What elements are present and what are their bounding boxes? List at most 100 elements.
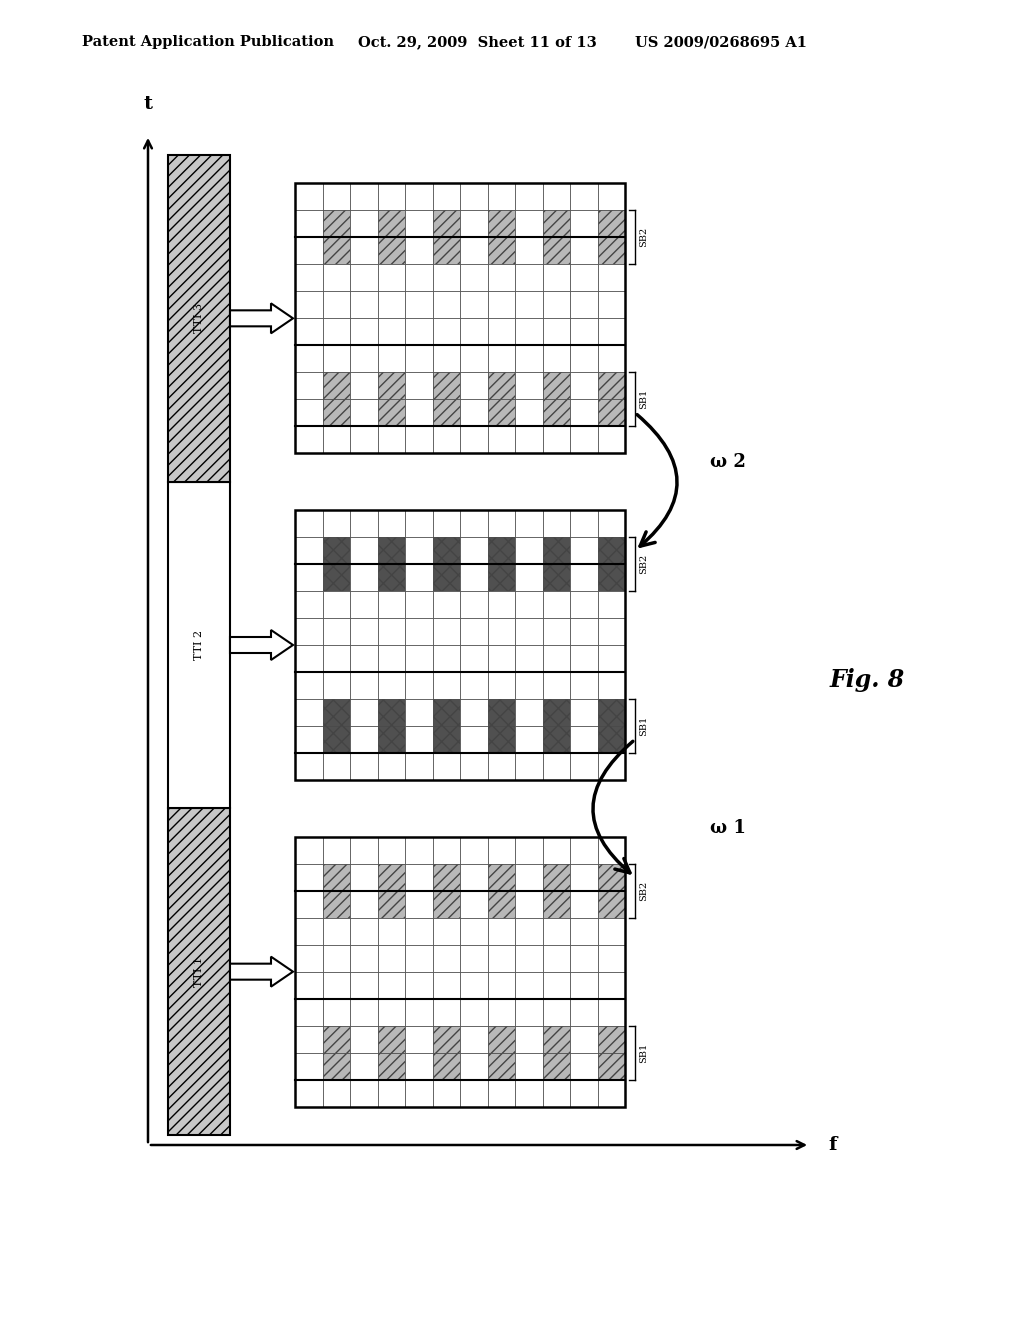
Bar [432,863,460,891]
Bar [432,645,460,672]
Text: Oct. 29, 2009  Sheet 11 of 13: Oct. 29, 2009 Sheet 11 of 13 [358,36,597,49]
Text: ω 1: ω 1 [710,820,745,837]
Bar [460,400,487,426]
Bar [460,891,487,917]
Bar [295,945,323,972]
Bar [406,372,432,400]
Bar [295,972,323,999]
Bar [378,564,406,591]
Bar [570,591,597,618]
Bar [323,999,350,1026]
Bar [515,564,543,591]
Bar [570,292,597,318]
Bar [350,972,378,999]
Text: SB2: SB2 [639,554,648,574]
Bar [597,591,625,618]
Bar [323,891,350,917]
Bar [295,726,323,752]
Bar [597,700,625,726]
Bar [460,564,487,591]
Bar [515,510,543,537]
Bar [570,264,597,292]
Bar [406,752,432,780]
Bar [295,645,323,672]
Bar [515,672,543,700]
Bar [543,1080,570,1106]
Bar [406,891,432,917]
Bar [406,945,432,972]
Bar [406,837,432,863]
Bar [515,318,543,346]
Bar [295,183,323,210]
Bar [460,917,487,945]
Bar [570,238,597,264]
Bar [543,972,570,999]
Bar [543,645,570,672]
Bar [295,426,323,453]
Bar [323,618,350,645]
Bar [432,945,460,972]
Text: SB1: SB1 [639,715,648,737]
Bar [378,999,406,1026]
Bar [460,537,487,564]
Bar [406,863,432,891]
Bar [432,346,460,372]
Bar [350,945,378,972]
Bar [378,264,406,292]
Bar [597,999,625,1026]
Bar [597,618,625,645]
Bar [295,752,323,780]
Bar [350,645,378,672]
Bar [543,1026,570,1052]
Bar [487,210,515,238]
Bar [543,346,570,372]
Bar [487,591,515,618]
Bar [515,752,543,780]
Bar [597,972,625,999]
Bar [460,510,487,537]
Bar [323,564,350,591]
Bar [597,372,625,400]
Bar [432,999,460,1026]
Bar [543,917,570,945]
Bar [460,672,487,700]
Bar [543,618,570,645]
Bar [432,292,460,318]
Bar [597,1052,625,1080]
Bar [570,999,597,1026]
Text: TTI 2: TTI 2 [194,630,204,660]
Bar [570,972,597,999]
Bar [406,346,432,372]
Bar [378,1080,406,1106]
Bar [295,1026,323,1052]
Bar [487,837,515,863]
Bar [515,1026,543,1052]
Bar [597,726,625,752]
Bar [323,837,350,863]
Bar [432,972,460,999]
Bar [460,972,487,999]
Bar [323,700,350,726]
Bar [543,752,570,780]
Bar [515,700,543,726]
Bar [350,591,378,618]
Bar [378,752,406,780]
Bar [350,672,378,700]
Bar [570,346,597,372]
Bar [350,1026,378,1052]
Bar [597,346,625,372]
Bar [543,945,570,972]
Text: SB2: SB2 [639,880,648,900]
Bar [295,510,625,780]
Bar [295,210,323,238]
Bar [295,564,323,591]
Text: Patent Application Publication: Patent Application Publication [82,36,334,49]
Bar [460,752,487,780]
Bar [543,400,570,426]
Bar [460,618,487,645]
Bar [378,510,406,537]
Bar [350,210,378,238]
Bar [597,1026,625,1052]
Bar [597,564,625,591]
Bar [570,917,597,945]
